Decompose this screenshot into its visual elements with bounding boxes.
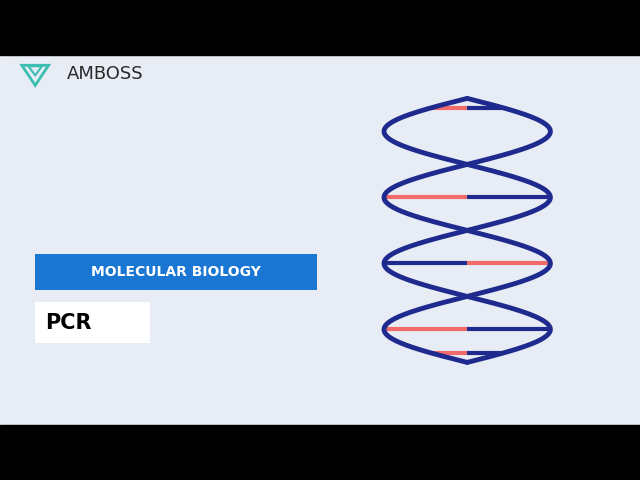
FancyBboxPatch shape xyxy=(35,254,317,290)
Bar xyxy=(0,0,640,55)
Text: MOLECULAR BIOLOGY: MOLECULAR BIOLOGY xyxy=(91,265,261,279)
Text: AMBOSS: AMBOSS xyxy=(67,65,144,84)
Text: PCR: PCR xyxy=(45,313,92,333)
FancyBboxPatch shape xyxy=(35,302,150,343)
Bar xyxy=(0,425,640,480)
